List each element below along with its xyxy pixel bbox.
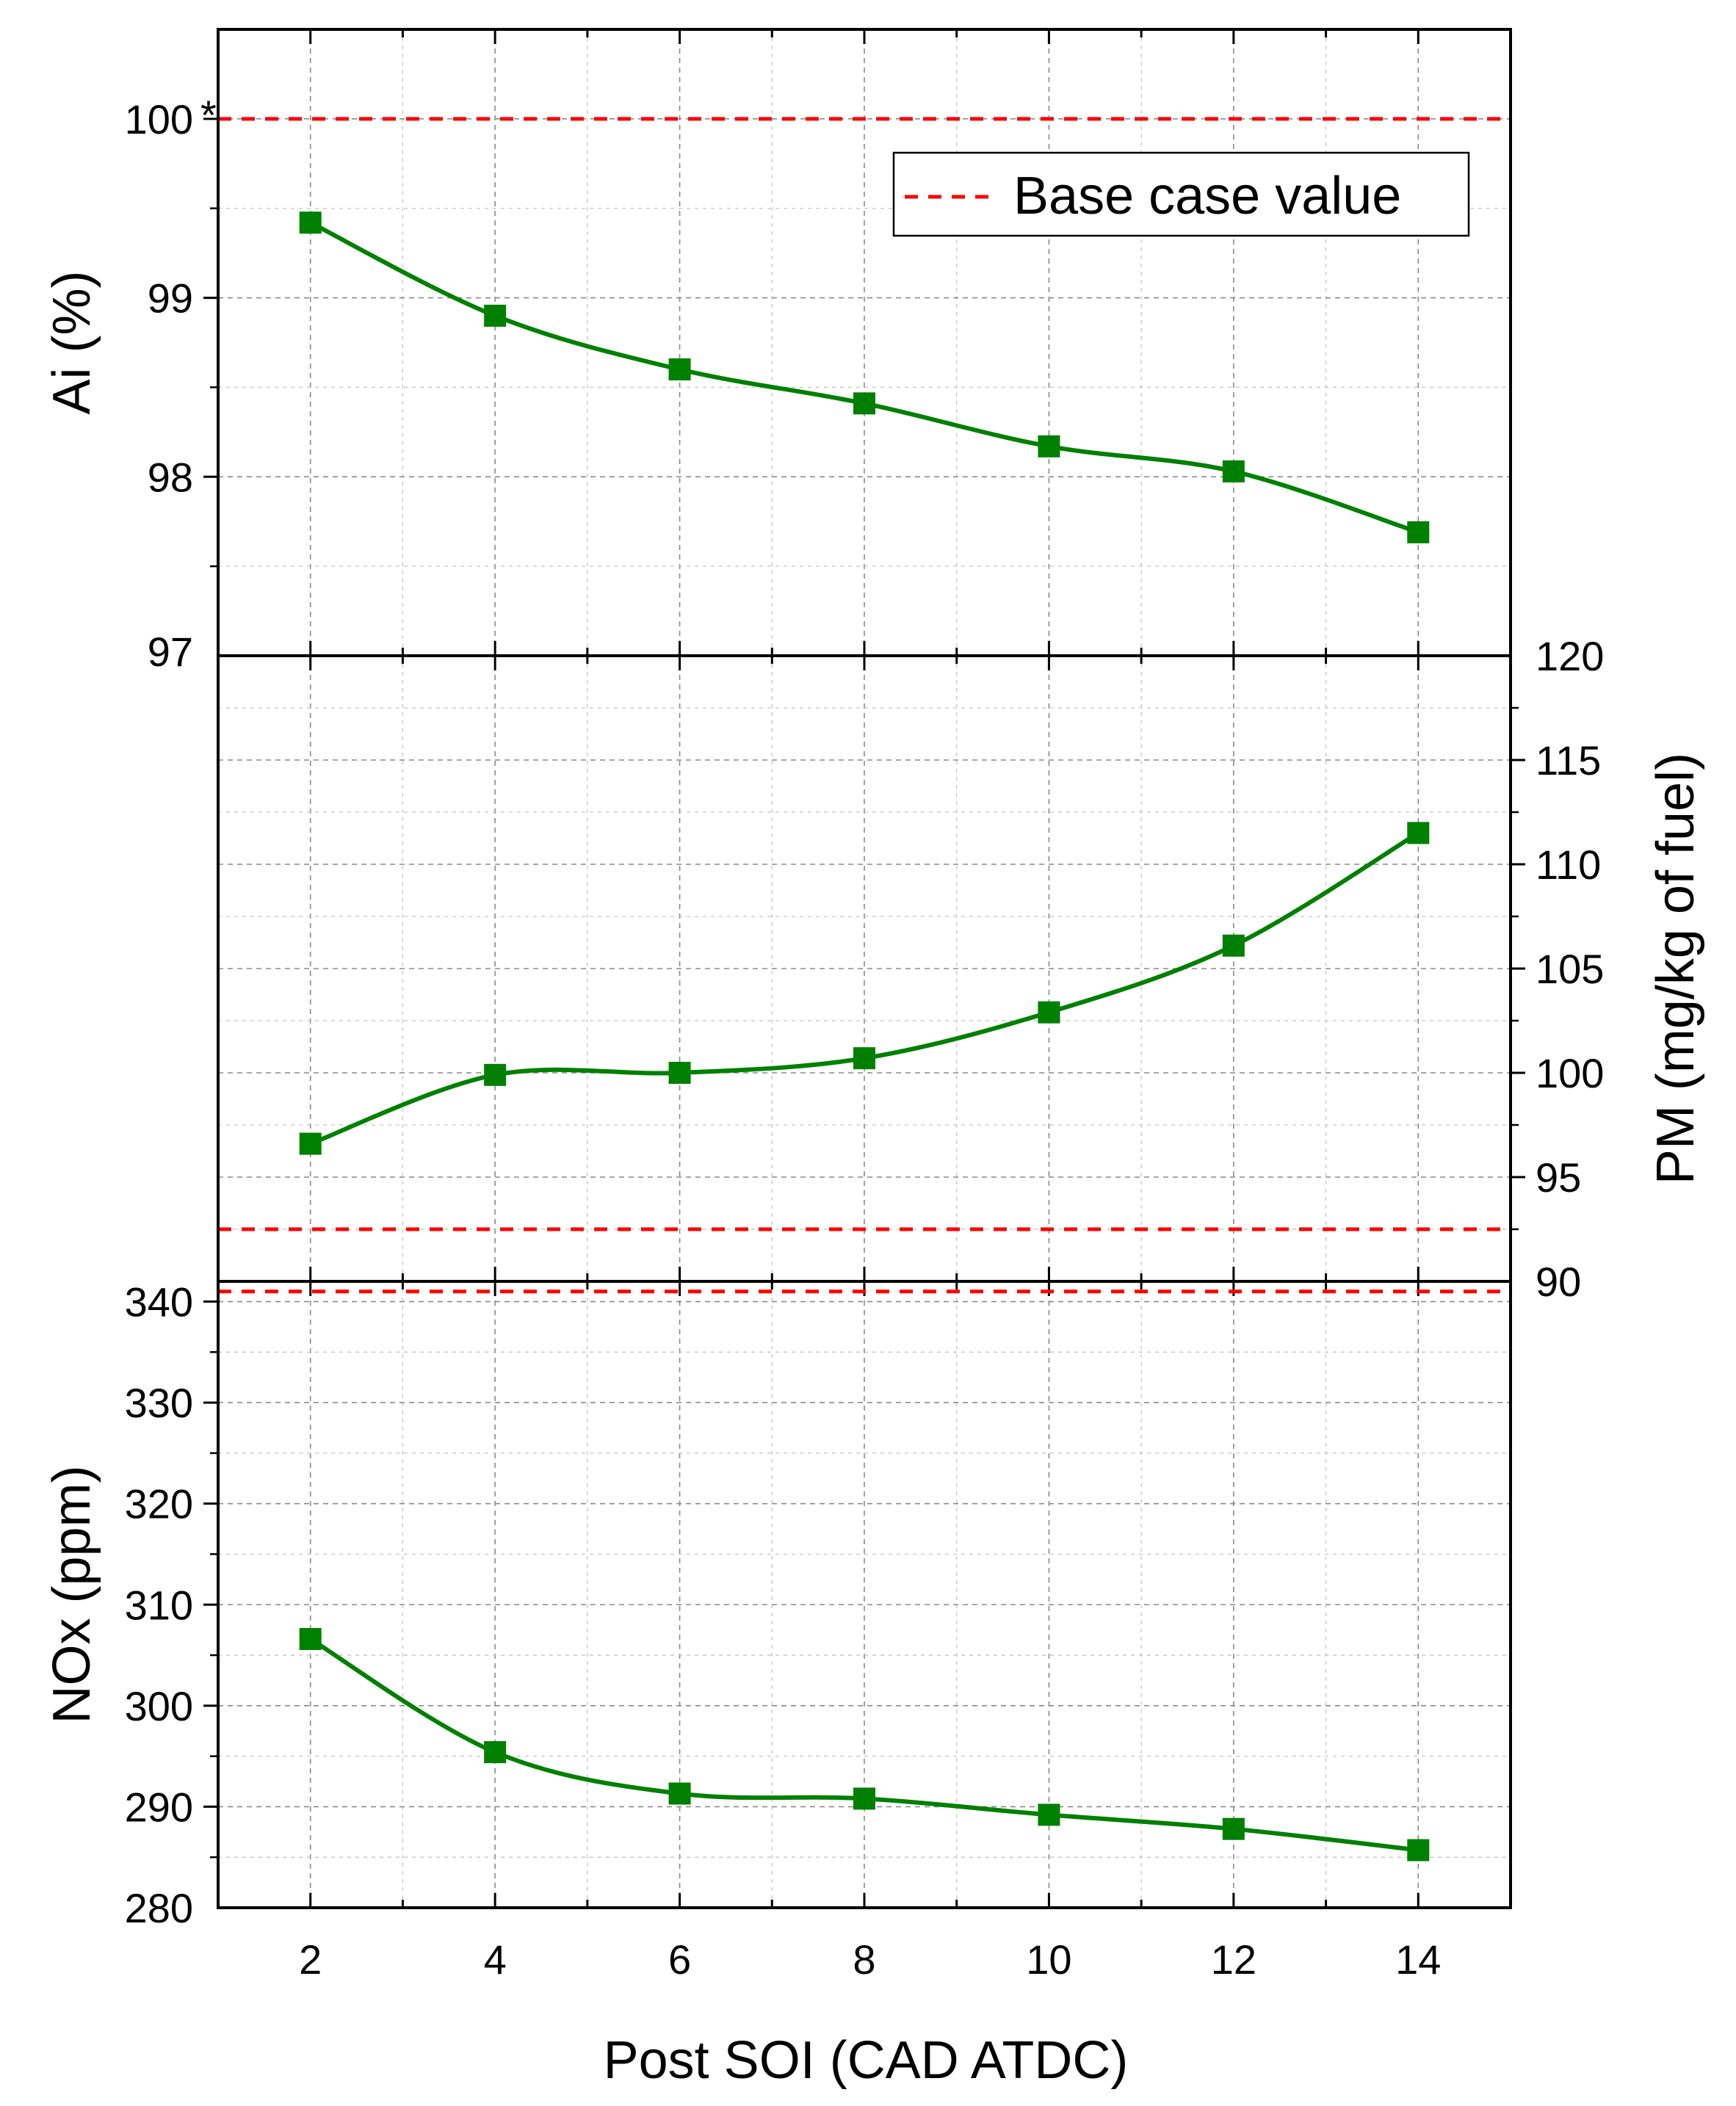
data-point [1407,1839,1430,1861]
data-point [484,1741,507,1764]
legend-box [892,151,1470,237]
y-tick-label: 95 [1536,1154,1581,1201]
data-point [484,304,507,327]
y-tick-label: 100 [125,96,193,142]
data-point [853,1047,875,1070]
legend: Base case value [892,151,1470,237]
y-ticks-bottom: 280 290 300 310 320 330 340 [125,1279,218,1931]
plot-frame-top [217,28,1512,657]
x-tick-label: 12 [1211,1936,1256,1983]
data-point [484,1063,507,1086]
y-axis-title-bottom: NOx (ppm) [43,1465,101,1723]
data-point [299,1132,322,1155]
y-tick-label: 115 [1536,737,1601,784]
y-tick-label: 98 [148,454,193,500]
data-point [853,1787,875,1810]
data-point [1038,1803,1060,1826]
panel-top: 97 98 99 100 * Ai (%) [43,28,1512,675]
data-point [1038,1001,1060,1024]
y-tick-label: 120 [1536,633,1604,679]
panel-middle: 90 95 100 105 110 115 120 PM (mg/kg of fuel) [217,633,1705,1305]
grid-middle [218,656,1511,1281]
x-ticks-top [309,29,1419,656]
y-tick-label: 280 [125,1885,193,1931]
data-point [1407,521,1430,543]
y-tick-label: 310 [125,1582,193,1628]
y-tick-label: 300 [125,1683,193,1729]
markers-ai [299,211,1430,543]
y-tick-label: 290 [125,1784,193,1830]
grid-bottom [218,1281,1511,1908]
y-tick-label: 90 [1536,1259,1581,1305]
x-tick-label: 8 [853,1936,875,1983]
y-tick-label: 110 [1536,842,1601,888]
data-point [299,211,322,234]
x-tick-label: 10 [1026,1936,1071,1983]
y-ticks-top: 97 98 99 100 * [125,92,218,675]
data-point [1222,1817,1245,1840]
x-tick-label: 2 [299,1936,322,1983]
data-point [668,1782,691,1805]
y-tick-label: 105 [1536,946,1604,992]
y-tick-marker: * [200,92,217,138]
y-tick-label: 99 [148,275,193,322]
x-ticks-bottom [309,1281,1419,1908]
data-point [853,392,875,415]
y-tick-label: 340 [125,1279,193,1325]
plot-frame-bottom [217,1280,1512,1909]
y-tick-label: 100 [1536,1050,1604,1096]
grid-top [218,29,1511,656]
y-ticks-middle: 90 95 100 105 110 115 120 [1511,633,1604,1305]
x-axis: 2 4 6 8 10 12 14 [299,1936,1441,1983]
data-point [299,1628,322,1651]
data-point [668,358,691,381]
data-point [1038,435,1060,457]
y-axis-title-middle: PM (mg/kg of fuel) [1646,753,1705,1184]
y-tick-label: 320 [125,1481,193,1527]
legend-label: Base case value [1013,167,1401,225]
markers-pm [299,822,1430,1155]
data-point [668,1062,691,1084]
y-tick-label: 97 [148,629,193,675]
x-tick-label: 6 [668,1936,691,1983]
y-tick-label: 330 [125,1380,193,1426]
data-point [1222,934,1245,957]
x-tick-label: 4 [484,1936,507,1983]
y-axis-title-top: Ai (%) [43,271,101,415]
data-point [1407,822,1430,844]
markers-nox [299,1628,1430,1861]
x-tick-label: 14 [1395,1936,1441,1983]
x-axis-title: Post SOI (CAD ATDC) [604,2031,1129,2090]
data-point [1222,460,1245,482]
panel-bottom: 280 290 300 310 320 330 340 NOx (ppm) [43,1279,1512,1931]
